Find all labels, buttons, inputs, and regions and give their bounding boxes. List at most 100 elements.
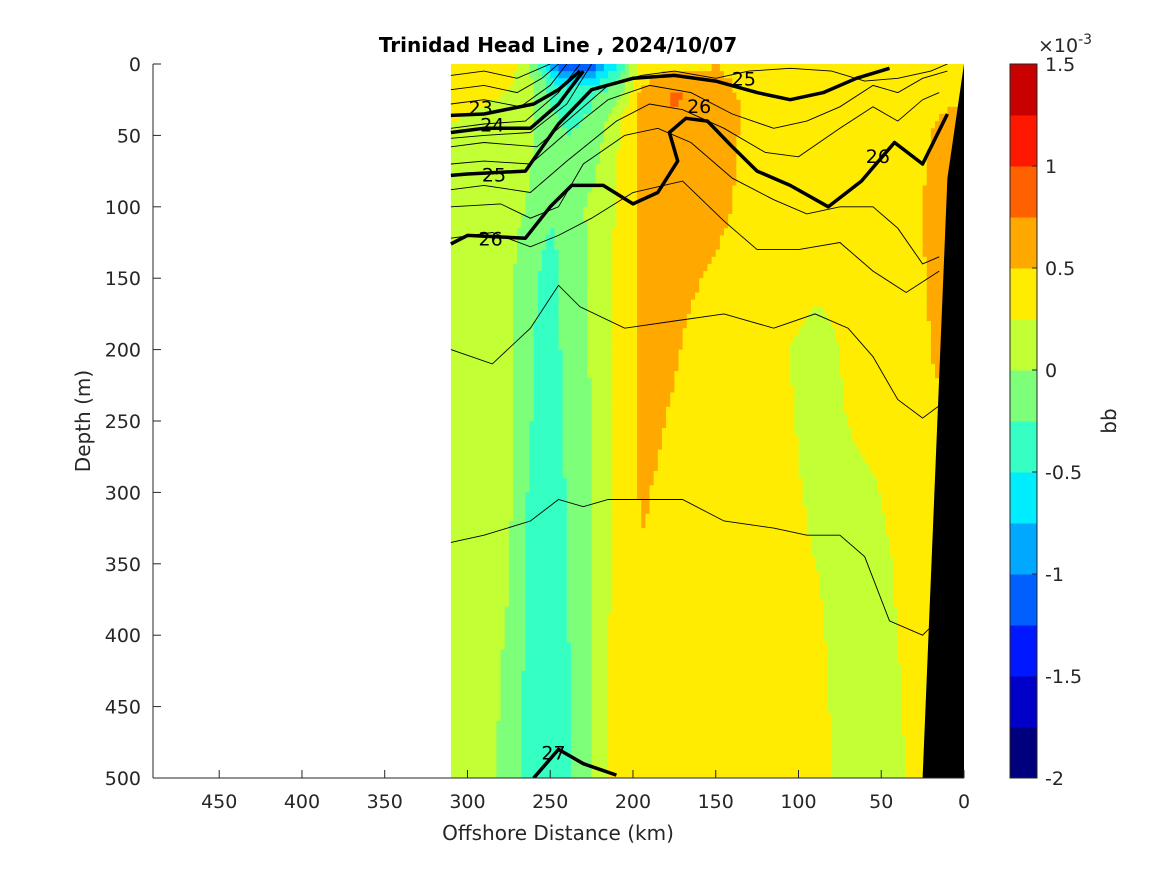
- heatmap-cell: [455, 635, 460, 643]
- heatmap-cell: [649, 406, 655, 415]
- heatmap-cell: [628, 278, 634, 286]
- heatmap-cell: [579, 121, 584, 129]
- heatmap-cell: [525, 756, 531, 765]
- heatmap-cell: [500, 271, 506, 279]
- heatmap-cell: [529, 656, 535, 665]
- heatmap-cell: [533, 163, 539, 172]
- heatmap-cell: [479, 663, 485, 672]
- heatmap-cell: [488, 256, 493, 265]
- heatmap-cell: [521, 478, 526, 486]
- heatmap-cell: [653, 563, 659, 572]
- heatmap-cell: [537, 663, 543, 672]
- heatmap-cell: [604, 221, 609, 229]
- heatmap-cell: [575, 378, 580, 386]
- heatmap-cell: [550, 685, 555, 693]
- heatmap-cell: [575, 342, 580, 351]
- heatmap-cell: [479, 585, 485, 593]
- heatmap-cell: [533, 199, 539, 208]
- heatmap-cell: [537, 406, 543, 415]
- heatmap-cell: [575, 156, 580, 165]
- heatmap-cell: [653, 406, 659, 415]
- heatmap-cell: [608, 356, 613, 365]
- heatmap-cell: [558, 470, 564, 479]
- heatmap-cell: [463, 378, 469, 386]
- heatmap-cell: [554, 663, 560, 672]
- heatmap-cell: [558, 185, 564, 194]
- heatmap-cell: [616, 113, 622, 122]
- heatmap-cell: [512, 606, 518, 615]
- heatmap-cell: [492, 263, 498, 272]
- heatmap-cell: [488, 221, 493, 229]
- heatmap-cell: [632, 670, 638, 679]
- heatmap-cell: [521, 599, 526, 608]
- heatmap-cell: [583, 342, 589, 351]
- heatmap-cell: [604, 92, 609, 101]
- heatmap-cell: [475, 64, 481, 72]
- heatmap-cell: [533, 256, 539, 265]
- heatmap-cell: [653, 206, 659, 215]
- heatmap-cell: [583, 463, 589, 472]
- heatmap-cell: [616, 599, 622, 608]
- heatmap-cell: [517, 156, 522, 165]
- heatmap-cell: [488, 113, 493, 122]
- heatmap-cell: [558, 499, 564, 508]
- heatmap-cell: [620, 520, 626, 529]
- heatmap-cell: [525, 535, 531, 543]
- heatmap-cell: [558, 135, 564, 144]
- heatmap-cell: [645, 206, 651, 215]
- heatmap-cell: [475, 335, 481, 344]
- heatmap-cell: [612, 92, 618, 101]
- heatmap-cell: [579, 171, 584, 179]
- heatmap-cell: [616, 470, 622, 479]
- heatmap-cell: [641, 663, 646, 672]
- heatmap-cell: [521, 613, 526, 622]
- heatmap-cell: [612, 720, 618, 729]
- heatmap-cell: [562, 642, 568, 651]
- heatmap-cell: [525, 742, 531, 751]
- heatmap-cell: [558, 92, 564, 101]
- heatmap-cell: [595, 670, 601, 679]
- heatmap-cell: [579, 306, 584, 315]
- heatmap-cell: [533, 271, 539, 279]
- heatmap-cell: [517, 435, 522, 444]
- heatmap-cell: [550, 356, 555, 365]
- heatmap-cell: [570, 585, 576, 593]
- heatmap-cell: [521, 206, 526, 215]
- heatmap-cell: [455, 413, 460, 422]
- heatmap-cell: [475, 763, 481, 772]
- heatmap-cell: [508, 706, 514, 715]
- heatmap-cell: [570, 428, 576, 436]
- heatmap-cell: [604, 470, 609, 479]
- heatmap-cell: [500, 720, 506, 729]
- heatmap-cell: [570, 628, 576, 636]
- heatmap-cell: [517, 171, 522, 179]
- heatmap-cell: [575, 463, 580, 472]
- heatmap-cell: [558, 328, 564, 336]
- heatmap-cell: [479, 749, 485, 758]
- heatmap-cell: [566, 92, 572, 101]
- heatmap-cell: [645, 99, 651, 108]
- heatmap-cell: [455, 528, 460, 536]
- heatmap-cell: [649, 506, 655, 515]
- heatmap-cell: [599, 470, 605, 479]
- heatmap-cell: [492, 713, 498, 722]
- heatmap-cell: [599, 670, 605, 679]
- heatmap-cell: [608, 542, 613, 551]
- heatmap-cell: [529, 421, 535, 429]
- heatmap-cell: [570, 249, 576, 258]
- heatmap-cell: [641, 292, 646, 301]
- heatmap-cell: [484, 163, 489, 172]
- heatmap-cell: [479, 71, 485, 79]
- heatmap-cell: [525, 185, 531, 194]
- heatmap-cell: [575, 642, 580, 651]
- heatmap-cell: [645, 528, 651, 536]
- heatmap-cell: [475, 263, 481, 272]
- heatmap-cell: [550, 656, 555, 665]
- heatmap-cell: [591, 285, 597, 294]
- heatmap-cell: [641, 399, 646, 408]
- heatmap-cell: [566, 592, 572, 601]
- heatmap-cell: [500, 392, 506, 401]
- heatmap-cell: [566, 528, 572, 536]
- heatmap-cell: [541, 263, 547, 272]
- heatmap-cell: [504, 242, 510, 251]
